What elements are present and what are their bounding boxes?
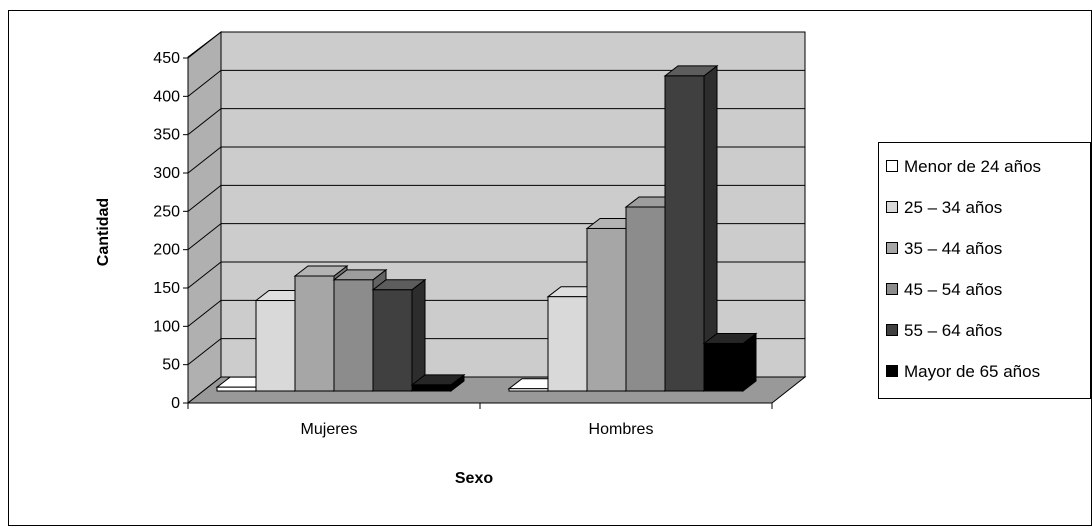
legend-label: 35 – 44 años xyxy=(904,239,1002,258)
bar-front xyxy=(255,300,296,392)
legend-label: 45 – 54 años xyxy=(904,280,1002,299)
legend-label: Menor de 24 años xyxy=(904,157,1041,176)
bar-front xyxy=(333,279,374,392)
bar-front xyxy=(547,296,588,392)
legend-item: 25 – 34 años xyxy=(886,198,1002,217)
x-tick-label: Mujeres xyxy=(301,421,358,438)
bar-front xyxy=(703,342,744,392)
gridline-side xyxy=(187,261,222,289)
legend-label: 55 – 64 años xyxy=(904,321,1002,340)
bar-front xyxy=(372,289,413,392)
gridline-side xyxy=(187,184,222,212)
x-axis-title: Sexo xyxy=(455,470,493,487)
legend-swatch xyxy=(886,324,898,336)
bar-front xyxy=(625,206,666,392)
legend-swatch xyxy=(886,365,898,377)
plot-area: 0 50 100 150 200 250 300 350 400 450 Mujeres Hombr… xyxy=(153,30,807,438)
x-ticks: Mujeres Hombres xyxy=(187,403,773,438)
gridline-side xyxy=(187,108,222,136)
legend: Menor de 24 años 25 – 34 años 35 – 44 años… xyxy=(878,142,1091,399)
bar-front xyxy=(216,386,257,392)
side-wall xyxy=(187,30,222,405)
gridline-side xyxy=(187,146,222,174)
bars xyxy=(215,64,758,393)
y-tick-label: 300 xyxy=(153,165,180,182)
bar-front xyxy=(664,75,705,392)
legend-label: Mayor de 65 años xyxy=(904,362,1040,381)
legend-item: 35 – 44 años xyxy=(886,239,1002,258)
y-tick-label: 450 xyxy=(153,50,180,67)
y-tick-label: 50 xyxy=(162,357,180,374)
bar xyxy=(702,332,758,393)
bar-front xyxy=(411,384,452,392)
bar-front xyxy=(586,227,627,392)
legend-item: 45 – 54 años xyxy=(886,280,1002,299)
legend-swatch xyxy=(886,160,898,172)
legend-item: Mayor de 65 años xyxy=(886,362,1040,381)
bar-front xyxy=(508,388,549,392)
y-tick-label: 350 xyxy=(153,127,180,144)
y-ticks: 0 50 100 150 200 250 300 350 400 450 xyxy=(153,50,188,412)
bar-front xyxy=(294,275,335,392)
legend-box xyxy=(878,142,1091,399)
y-tick-label: 100 xyxy=(153,318,180,335)
legend-item: 55 – 64 años xyxy=(886,321,1002,340)
legend-item: Menor de 24 años xyxy=(886,157,1041,176)
legend-swatch xyxy=(886,283,898,295)
bar xyxy=(663,64,719,393)
bar xyxy=(410,373,466,393)
legend-swatch xyxy=(886,201,898,213)
y-tick-label: 400 xyxy=(153,88,180,105)
y-tick-label: 0 xyxy=(171,395,180,412)
gridline-side xyxy=(187,31,222,59)
legend-swatch xyxy=(886,242,898,254)
y-tick-label: 150 xyxy=(153,280,180,297)
x-tick-label: Hombres xyxy=(589,421,654,438)
gridline-side xyxy=(187,299,222,327)
y-tick-label: 250 xyxy=(153,203,180,220)
gridline-side xyxy=(187,223,222,251)
y-axis-title: Cantidad xyxy=(95,198,112,266)
bar xyxy=(371,278,427,393)
legend-items: Menor de 24 años 25 – 34 años 35 – 44 años… xyxy=(886,157,1041,381)
legend-label: 25 – 34 años xyxy=(904,198,1002,217)
bar-side xyxy=(411,278,426,393)
gridline-side xyxy=(187,69,222,97)
gridline-side xyxy=(187,338,222,366)
y-tick-label: 200 xyxy=(153,242,180,259)
